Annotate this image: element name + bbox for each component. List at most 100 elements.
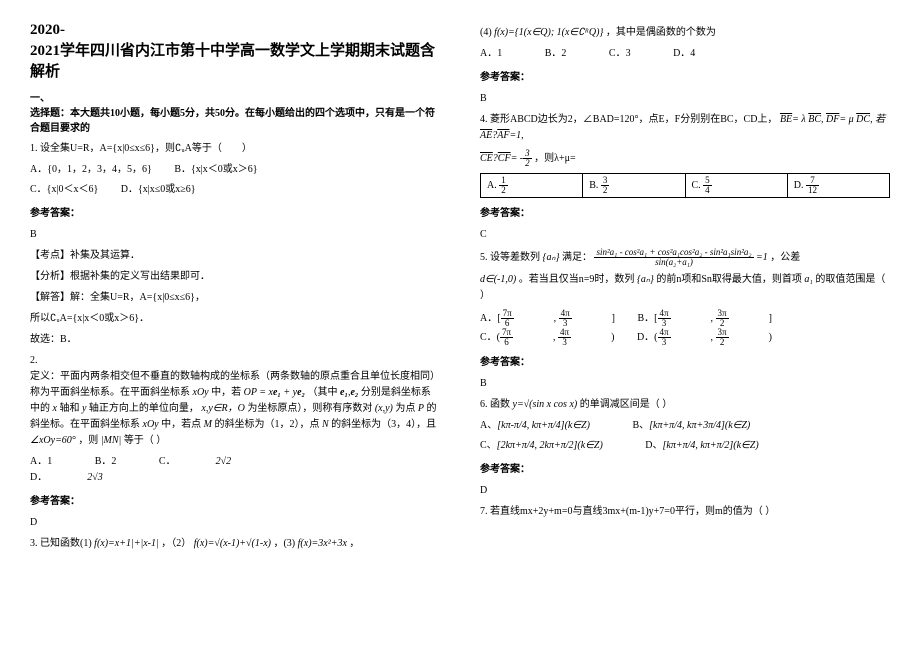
q2-t7: 为坐标原点），则称有序数对 xyxy=(247,403,372,414)
q1-exp5: 故选：B． xyxy=(30,332,440,348)
q2-opt-b: B．2 xyxy=(95,454,117,470)
q3-pre: 3. 已知函数(1) xyxy=(30,538,92,549)
q4-opts: A．1 B．2 C．3 D．4 xyxy=(480,46,890,62)
q7-opts1: A、[kπ-π/4, kπ+π/4](k∈Z) B、[kπ+π/4, kπ+3π… xyxy=(480,418,890,434)
q6-an1: {aₙ} xyxy=(543,252,560,263)
q1-exp3: 【解答】解：全集U=R，A={x|0≤x≤6}， xyxy=(30,290,440,306)
q3-f2: f(x)=√(x-1)+√(1-x) xyxy=(194,538,271,549)
q7-opt-c: C、[2kπ+π/4, 2kπ+π/2](k∈Z) xyxy=(480,438,623,454)
q5-cell-b: B. 32 xyxy=(583,174,685,198)
title-line1: 2020- xyxy=(30,22,65,38)
q6-opt-c: C．(7π6, 4π3) xyxy=(480,328,614,347)
q2-t8: 为点 xyxy=(395,403,415,414)
q2-t2: 中，若 xyxy=(211,387,241,398)
q2-xoy2: xOy xyxy=(143,419,159,430)
q6-ans-label: 参考答案： xyxy=(480,355,890,371)
q6-t4: 。若当且仅当n=9时，数列 xyxy=(519,274,635,285)
q7-ans: D xyxy=(480,483,890,499)
q4-pre: (4) xyxy=(480,27,492,38)
q1-ans-label: 参考答案： xyxy=(30,206,440,222)
q1-ans: B xyxy=(30,227,440,243)
q4-opt-b: B．2 xyxy=(545,46,567,62)
q1-exp1: 【考点】补集及其运算． xyxy=(30,248,440,264)
q2-opt-a: A．1 xyxy=(30,454,52,470)
q5-cell-a: A. 12 xyxy=(481,174,583,198)
q8-text: 7. 若直线mx+2y+m=0与直线3mx+(m-1)y+7=0平行，则m的值为… xyxy=(480,504,890,520)
q6-line2: d∈(-1,0) 。若当且仅当n=9时，数列 {aₙ} 的前n项和Sn取得最大值… xyxy=(480,272,890,304)
q2-t14: 等于（ ） xyxy=(124,435,167,446)
q6-t3: ，公差 xyxy=(770,252,800,263)
q2-xoy1: xOy xyxy=(193,387,209,398)
q2-t5: 轴和 xyxy=(59,403,79,414)
q5-t1: 4. 菱形ABCD边长为2，∠BAD=120°，点E，F分别别在BC，CD上， xyxy=(480,114,777,125)
doc-title: 2020- 2021学年四川省内江市第十中学高一数学文上学期期末试题含解析 xyxy=(30,20,440,83)
q2-MN: |MN| xyxy=(101,435,122,446)
q5-choice-table: A. 12 B. 32 C. 54 D. 712 xyxy=(480,173,890,198)
q4-opt-d: D．4 xyxy=(673,46,695,62)
q6-ans: B xyxy=(480,376,890,392)
q4-opt-a: A．1 xyxy=(480,46,502,62)
q2-ans-label: 参考答案： xyxy=(30,494,440,510)
q2-t11: 的斜坐标为（1，2），点 xyxy=(214,419,319,430)
q2-t10: 中，若点 xyxy=(161,419,201,430)
q7-opt-d: D、[kπ+π/4, kπ+π/2](k∈Z) xyxy=(645,438,778,454)
q2-x: x xyxy=(53,403,57,414)
q6-opts: A．[7π6, 4π3] B．[4π3, 3π2] C．(7π6, 4π3) D… xyxy=(480,309,890,347)
q7-fn: y=√(sin x cos x) xyxy=(513,399,578,410)
q5-ans-label: 参考答案： xyxy=(480,206,890,222)
q5-text: 4. 菱形ABCD边长为2，∠BAD=120°，点E，F分别别在BC，CD上， … xyxy=(480,112,890,144)
q2-M: M xyxy=(204,419,212,430)
q1-opt-b: B．{x|x＜0或x＞6} xyxy=(174,162,257,178)
q2-P: P xyxy=(418,403,424,414)
q4-ans-label: 参考答案： xyxy=(480,70,890,86)
q6-line1: 5. 设等差数列 {aₙ} 满足： sin²a₁ - cos²a₁ + cos²… xyxy=(480,248,890,267)
q2-opt-d: D．2√3 xyxy=(30,470,143,486)
q1-opts-row2: C．{x|0＜x＜6} D．{x|x≤0或x≥6} xyxy=(30,182,440,198)
q7-opts2: C、[2kπ+π/4, 2kπ+π/2](k∈Z) D、[kπ+π/4, kπ+… xyxy=(480,438,890,454)
section-1-head: 一、 选择题：本大题共10小题，每小题5分，共50分。在每小题给出的四个选项中，… xyxy=(30,91,440,136)
q3-text: 3. 已知函数(1) f(x)=x+1|+|x-1| ，（2） f(x)=√(x… xyxy=(30,536,440,552)
q2-t13: ，则 xyxy=(78,435,98,446)
q2-N: N xyxy=(322,419,329,430)
q2-opt-c: C．2√2 xyxy=(159,454,271,470)
q3-f1: f(x)=x+1|+|x-1| xyxy=(94,538,159,549)
q2-t3: （其中 xyxy=(308,387,338,398)
q4-opt-c: C．3 xyxy=(609,46,631,62)
q1-opts-row1: A．{0，1，2，3，4，5，6} B．{x|x＜0或x＞6} xyxy=(30,162,440,178)
q1-exp2: 【分析】根据补集的定义写出结果即可． xyxy=(30,269,440,285)
q3-s1: ，（2） xyxy=(161,538,191,549)
q1-text: 1. 设全集U=R，A={x|0≤x≤6}，则∁ᵤA等于（ ） xyxy=(30,141,440,157)
q2-xy: (x,y) xyxy=(375,403,393,414)
q3-s2: ，(3) xyxy=(273,538,295,549)
q5-tail: ，则λ+μ= xyxy=(534,153,576,164)
q2-t12: 的斜坐标为（3，4），且 xyxy=(331,419,436,430)
q5-cell-c: C. 54 xyxy=(685,174,787,198)
q1-opt-a: A．{0，1，2，3，4，5，6} xyxy=(30,162,152,178)
q6-opt-b: B．[4π3, 3π2] xyxy=(638,309,772,328)
q2-angle: ∠xOy=60° xyxy=(30,435,76,446)
q7-ans-label: 参考答案： xyxy=(480,462,890,478)
q6-opt-d: D．(4π3, 3π2) xyxy=(637,328,772,347)
q5-cell-d: D. 712 xyxy=(787,174,889,198)
q7-opt-b: B、[kπ+π/4, kπ+3π/4](k∈Z) xyxy=(632,418,770,434)
q6-t5: 的前n项和Sn取得最大值，则首项 xyxy=(656,274,802,285)
q2-e: e₁,e₂ xyxy=(340,387,358,398)
q5-ce: CE?CF= -32 ，则λ+μ= xyxy=(480,149,890,168)
q3-f3: f(x)=3x²+3x xyxy=(298,538,347,549)
q4-expr: f(x)={1(x∈Q); 1(x∈∁ᴿQ)} xyxy=(494,27,603,38)
q2-opts: A．1 B．2 C．2√2 D．2√3 xyxy=(30,454,440,486)
q6-eq: =1 xyxy=(756,252,768,263)
q6-bigfrac: sin²a₁ - cos²a₁ + cos²a₁cos²a₂ - sin²a₁s… xyxy=(594,248,753,267)
q4-text: (4) f(x)={1(x∈Q); 1(x∈∁ᴿQ)} ，其中是偶函数的个数为 xyxy=(480,25,890,41)
q6-t2: 满足： xyxy=(562,252,592,263)
q1-opt-c: C．{x|0＜x＜6} xyxy=(30,182,98,198)
q2-t6: 轴正方向上的单位向量， xyxy=(89,403,199,414)
q2-xyR: x,y∈R，O xyxy=(201,403,244,414)
title-line2: 2021学年四川省内江市第十中学高一数学文上学期期末试题含解析 xyxy=(30,43,435,80)
q7-opt-a: A、[kπ-π/4, kπ+π/4](k∈Z) xyxy=(480,418,610,434)
q5-ans: C xyxy=(480,227,890,243)
q1-opt-d: D．{x|x≤0或x≥6} xyxy=(121,182,196,198)
q4-tail: ，其中是偶函数的个数为 xyxy=(606,27,716,38)
q7-text: 6. 函数 y=√(sin x cos x) 的单调减区间是（ ） xyxy=(480,397,890,413)
q7-pre: 6. 函数 xyxy=(480,399,510,410)
